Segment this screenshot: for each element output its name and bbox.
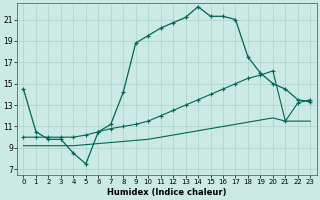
X-axis label: Humidex (Indice chaleur): Humidex (Indice chaleur) (107, 188, 227, 197)
